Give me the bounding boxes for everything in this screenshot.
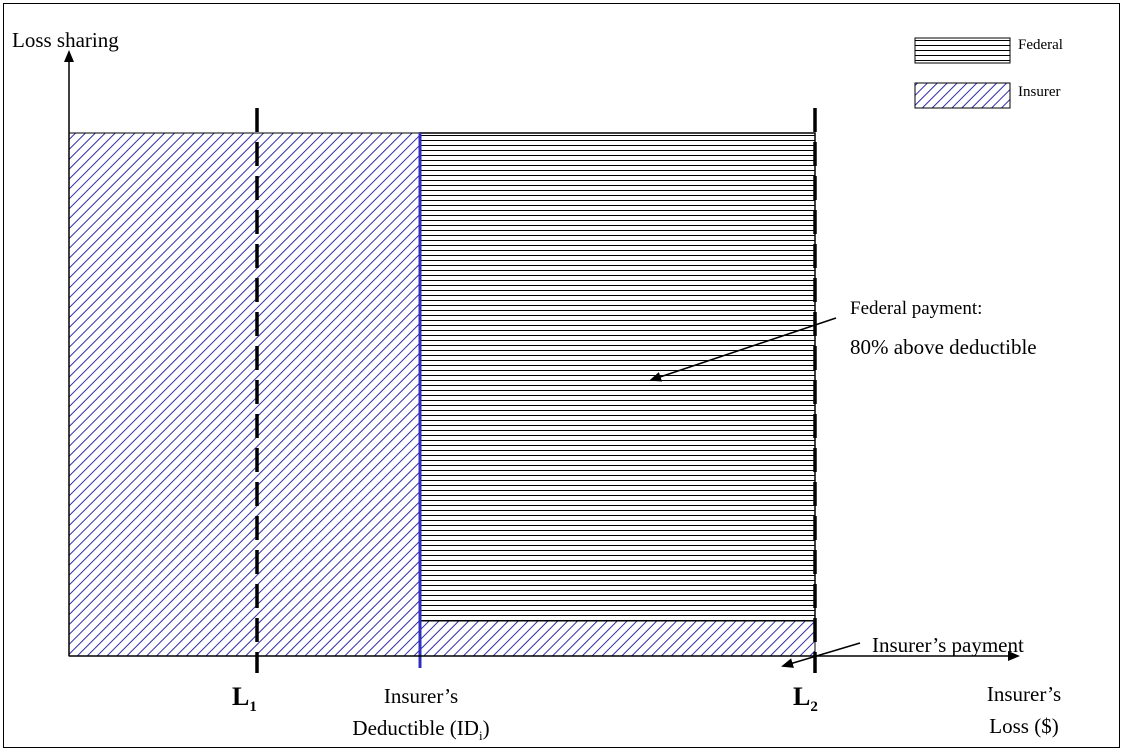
x-axis-label-line1: Insurer’s [986,682,1062,706]
deductible-label-post: ) [482,716,490,740]
legend-insurer-swatch [914,82,1011,109]
deductible-label-line2: Deductible (IDi) [336,712,506,752]
l2-main: L [793,682,811,711]
insurer-copay-strip [419,620,816,657]
federal-share-area [419,132,816,622]
l1-tick-label: L1 [232,682,257,716]
y-axis-label: Loss sharing [12,28,119,52]
deductible-label-sub: i [478,728,483,744]
legend-federal-label: Federal [1018,37,1063,53]
deductible-label-line1: Insurer’s [383,684,459,708]
x-axis-label-line2: Loss ($) [989,714,1059,738]
l1-sub: 1 [249,699,257,716]
insurer-payment-annotation: Insurer’s payment [872,633,1024,657]
deductible-tick-label: Insurer’s Deductible (IDi) [336,680,506,752]
l2-sub: 2 [810,699,818,716]
figure-frame [3,3,1120,748]
federal-annotation-line2: 80% above deductible [850,335,1037,359]
l2-tick-label: L2 [793,682,818,716]
deductible-label-pre: Deductible (ID [352,716,479,740]
legend-insurer-label: Insurer [1018,84,1061,100]
insurer-area-below-deductible [68,132,421,657]
legend-federal-swatch [914,37,1011,64]
insurer-payment-arrow [781,642,861,668]
federal-payment-annotation: Federal payment: 80% above deductible [850,290,1037,366]
x-axis-label: Insurer’s Loss ($) [960,678,1088,742]
l1-main: L [232,682,250,711]
federal-annotation-line1: Federal payment: [850,298,983,319]
federal-annotation-arrow [649,317,837,382]
